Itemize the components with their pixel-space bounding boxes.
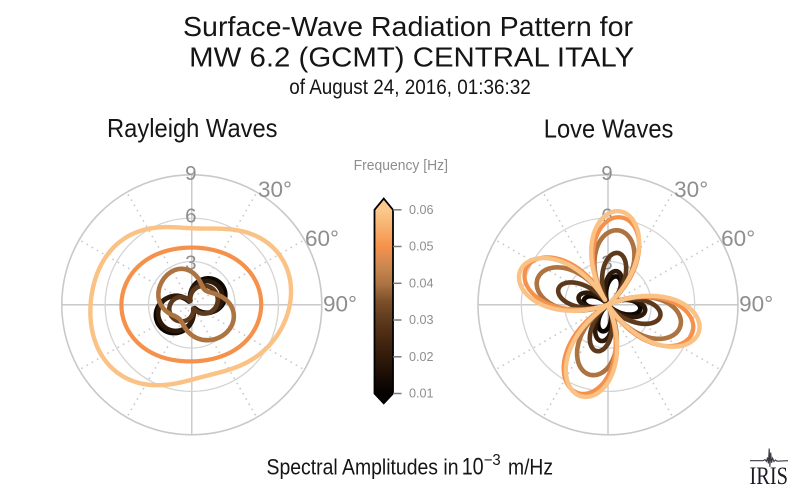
svg-text:MW 6.2 (GCMT) CENTRAL ITALY: MW 6.2 (GCMT) CENTRAL ITALY xyxy=(189,42,634,73)
svg-text:m/Hz: m/Hz xyxy=(508,455,553,480)
svg-text:Frequency [Hz]: Frequency [Hz] xyxy=(354,157,448,174)
svg-text:0.01: 0.01 xyxy=(409,387,434,401)
svg-text:0.03: 0.03 xyxy=(409,313,434,327)
svg-text:6: 6 xyxy=(185,205,196,228)
svg-text:10: 10 xyxy=(462,454,484,481)
svg-text:9: 9 xyxy=(185,162,196,185)
svg-text:60°: 60° xyxy=(305,226,339,251)
svg-text:Rayleigh Waves: Rayleigh Waves xyxy=(107,113,278,143)
svg-text:90°: 90° xyxy=(323,292,357,317)
svg-text:−3: −3 xyxy=(484,452,501,469)
svg-text:90°: 90° xyxy=(739,292,773,317)
svg-text:30°: 30° xyxy=(674,177,708,202)
svg-text:of August 24, 2016, 01:36:32: of August 24, 2016, 01:36:32 xyxy=(289,76,531,99)
svg-text:3: 3 xyxy=(185,252,196,275)
svg-text:9: 9 xyxy=(601,162,612,185)
svg-text:Love Waves: Love Waves xyxy=(544,113,674,143)
svg-text:60°: 60° xyxy=(721,226,755,251)
svg-text:Surface-Wave Radiation Pattern: Surface-Wave Radiation Pattern for xyxy=(183,11,633,42)
svg-text:IRIS: IRIS xyxy=(750,463,789,490)
svg-text:0.02: 0.02 xyxy=(409,350,434,364)
svg-text:30°: 30° xyxy=(258,177,292,202)
svg-text:0.05: 0.05 xyxy=(409,240,434,254)
svg-text:0.06: 0.06 xyxy=(409,203,434,217)
svg-text:Spectral Amplitudes in: Spectral Amplitudes in xyxy=(267,455,459,480)
svg-text:0.04: 0.04 xyxy=(409,276,434,290)
